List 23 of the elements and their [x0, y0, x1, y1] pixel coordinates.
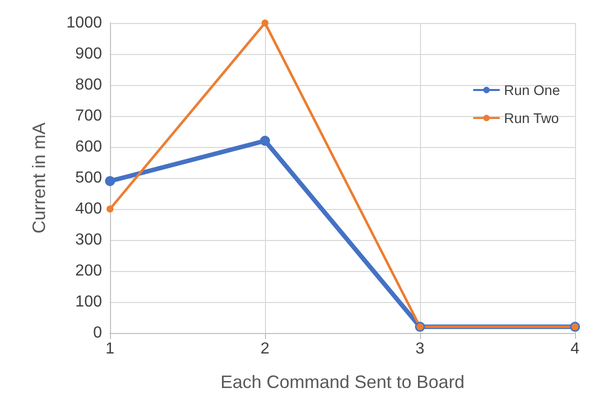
legend-label: Run Two: [504, 110, 560, 126]
point: [106, 206, 114, 212]
y-tick-label: 400: [75, 200, 102, 218]
x-axis-title: Each Command Sent to Board: [220, 372, 465, 392]
x-tick-label: 2: [260, 340, 270, 358]
point: [262, 20, 268, 26]
y-tick-label: 300: [75, 232, 102, 248]
legend-label: Run One: [504, 82, 560, 98]
y-tick-label: 700: [75, 108, 102, 124]
point: [105, 176, 115, 186]
y-tick-label: 800: [75, 76, 102, 94]
y-tick-label: 100: [75, 294, 102, 310]
y-axis-title: Current in mA: [29, 122, 49, 234]
y-tick-label: 600: [75, 138, 102, 156]
point: [260, 136, 270, 146]
x-tick-label: 4: [570, 340, 580, 358]
x-tick-label: 3: [416, 340, 425, 358]
y-tick-label: 900: [75, 46, 102, 62]
y-tick-label: 1000: [66, 14, 102, 32]
x-tick-label: 1: [106, 340, 115, 358]
y-tick-label: 200: [75, 262, 102, 280]
y-tick-label: 500: [75, 170, 102, 186]
y-tick-label: 0: [93, 324, 102, 342]
